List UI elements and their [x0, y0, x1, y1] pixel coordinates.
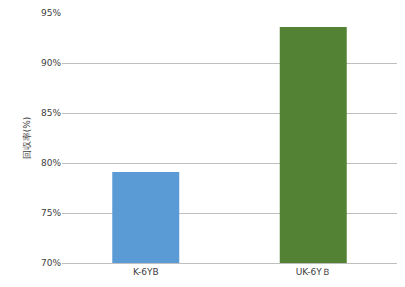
svg-text:70%: 70%: [41, 258, 61, 268]
svg-text:90%: 90%: [41, 58, 61, 68]
svg-text:85%: 85%: [41, 108, 61, 118]
svg-text:UK-6YＢ: UK-6YＢ: [296, 267, 331, 277]
svg-text:K-6YB: K-6YB: [133, 267, 159, 277]
svg-text:80%: 80%: [41, 158, 61, 168]
svg-text:95%: 95%: [41, 8, 61, 18]
svg-text:回収率(%): 回収率(%): [22, 117, 32, 160]
svg-text:75%: 75%: [41, 208, 61, 218]
